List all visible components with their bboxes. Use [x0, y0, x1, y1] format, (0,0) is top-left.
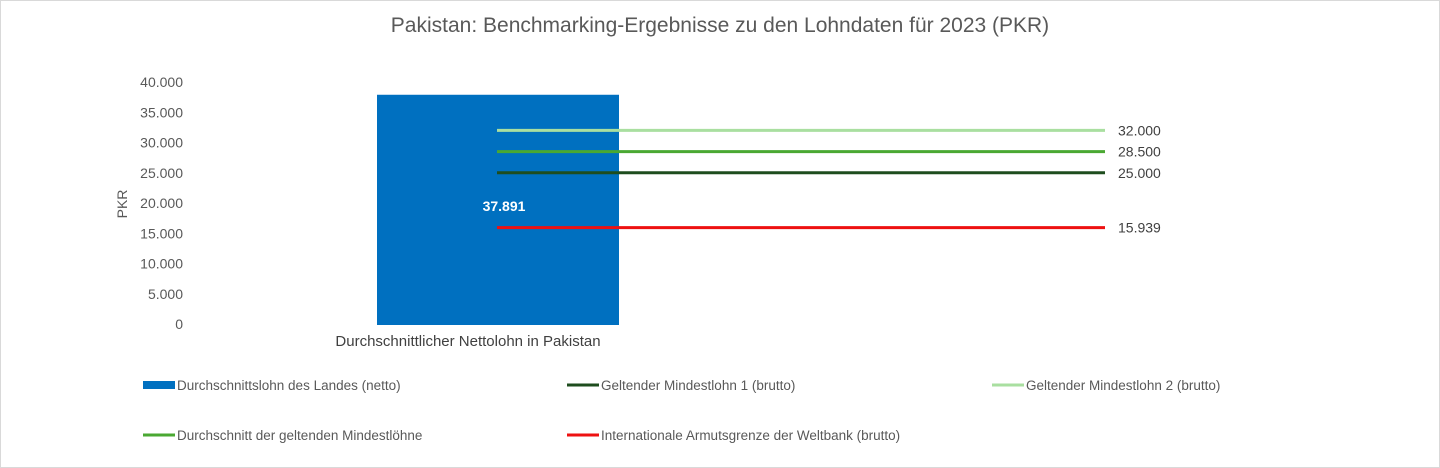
bar-layer: 37.891 — [377, 94, 619, 325]
y-tick-label: 30.000 — [140, 135, 183, 151]
line-layer: 25.000 32.000 28.500 15.939 — [497, 122, 1161, 236]
legend-label: Durchschnittslohn des Landes (netto) — [177, 378, 401, 393]
legend-label: Geltender Mindestlohn 1 (brutto) — [601, 378, 795, 393]
y-tick-label: 5.000 — [148, 286, 183, 302]
line-data-label: 32.000 — [1118, 122, 1161, 138]
y-tick-label: 10.000 — [140, 256, 183, 272]
y-tick-label: 40.000 — [140, 74, 183, 90]
y-tick-label: 35.000 — [140, 104, 183, 120]
legend-label: Internationale Armutsgrenze der Weltbank… — [601, 428, 900, 443]
bar-data-label: 37.891 — [483, 198, 526, 214]
y-axis-ticks: 0 5.000 10.000 15.000 20.000 25.000 30.000 35.0… — [140, 74, 183, 332]
y-tick-label: 20.000 — [140, 195, 183, 211]
line-data-label: 15.939 — [1118, 220, 1161, 236]
legend-swatch — [143, 381, 175, 389]
y-axis-label: PKR — [114, 190, 130, 219]
y-tick-label: 0 — [175, 316, 183, 332]
line-data-label: 25.000 — [1118, 165, 1161, 181]
y-tick-label: 15.000 — [140, 225, 183, 241]
line-data-label: 28.500 — [1118, 144, 1161, 160]
chart-title: Pakistan: Benchmarking-Ergebnisse zu den… — [391, 14, 1049, 37]
category-label: Durchschnittlicher Nettolohn in Pakistan — [335, 333, 600, 350]
bar — [377, 94, 619, 325]
legend: Durchschnittslohn des Landes (netto) Gelt… — [143, 378, 1220, 443]
legend-label: Durchschnitt der geltenden Mindestlöhne — [177, 428, 422, 443]
legend-label: Geltender Mindestlohn 2 (brutto) — [1026, 378, 1220, 393]
y-tick-label: 25.000 — [140, 165, 183, 181]
